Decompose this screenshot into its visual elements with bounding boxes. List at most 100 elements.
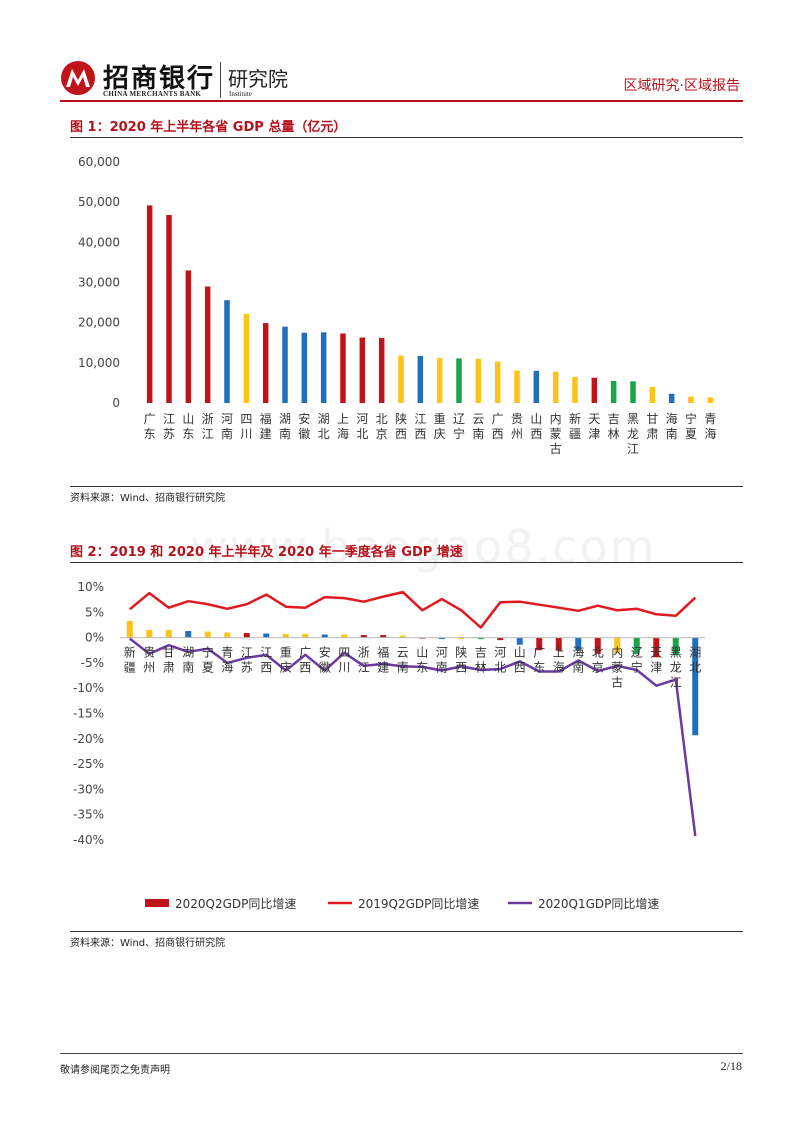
bar <box>633 637 640 655</box>
institute-name-en: Institute <box>229 90 252 98</box>
footer-disclaimer: 敬请参阅尾页之免责声明 <box>60 1065 170 1076</box>
y-tick-label: 50,000 <box>78 195 120 209</box>
institute-name-cn: 研究院 <box>228 67 288 91</box>
figure2-chart: 10% 5% 0% -5% -10% -15% -20% -25% -30% -35% -40% 新疆… <box>73 580 705 911</box>
x-tick-label: 湖北 <box>689 645 701 675</box>
bar <box>516 637 523 645</box>
bar <box>438 637 445 640</box>
y-tick-label: -15% <box>73 707 104 721</box>
legend-label: 2019Q2GDP同比增速 <box>358 897 479 911</box>
x-tick-label: 甘肃 <box>163 646 175 675</box>
bar <box>456 358 462 403</box>
x-tick-label: 吉林 <box>608 412 620 441</box>
figure2-top-rule <box>70 562 743 563</box>
x-tick-label: 广西 <box>492 412 504 441</box>
bar <box>166 215 172 403</box>
bar <box>436 358 443 403</box>
y-tick-label: 20,000 <box>78 316 120 330</box>
x-tick-label: 江苏 <box>241 646 253 675</box>
bar <box>419 637 426 639</box>
bar <box>649 386 656 403</box>
x-tick-label: 宁夏 <box>685 411 697 441</box>
bar <box>185 270 192 403</box>
x-tick-label: 湖南 <box>279 411 291 441</box>
bar <box>533 370 540 403</box>
bar <box>653 637 660 658</box>
bar <box>610 380 617 403</box>
x-tick-label: 重庆 <box>434 412 446 441</box>
watermark: www.baogao8.com <box>190 520 657 574</box>
bar <box>341 634 348 638</box>
x-tick-label: 广西 <box>299 646 311 675</box>
y-tick-label: -35% <box>73 808 104 822</box>
bar <box>262 323 269 403</box>
x-tick-label: 江西 <box>260 646 272 675</box>
bar <box>321 634 328 638</box>
x-tick-label: 山西 <box>514 646 526 675</box>
y-tick-label: 0 <box>112 396 120 410</box>
x-tick-label: 云南 <box>472 412 484 441</box>
bar <box>398 355 404 403</box>
bar <box>204 631 211 638</box>
y-tick-label: 40,000 <box>78 235 120 249</box>
x-tick-label: 辽宁 <box>453 412 465 441</box>
y-tick-label: -30% <box>73 782 104 796</box>
bar <box>146 630 153 638</box>
x-tick-label: 江苏 <box>163 412 175 441</box>
line-2020q1 <box>129 637 697 837</box>
bar <box>302 634 309 638</box>
y-tick-label: -25% <box>73 757 104 771</box>
figure2-title: 图 2：2019 和 2020 年上半年及 2020 年一季度各省 GDP 增速 <box>70 545 463 560</box>
bar <box>536 637 543 651</box>
bar <box>340 333 346 403</box>
x-tick-label: 吉林 <box>475 646 487 675</box>
x-tick-label: 浙江 <box>202 412 214 441</box>
bar <box>243 633 250 638</box>
figure1-source: 资料来源：Wind、招商银行研究院 <box>70 493 226 504</box>
bar <box>146 205 153 403</box>
x-tick-label: 内蒙古 <box>611 646 623 690</box>
bar <box>224 300 230 403</box>
figure2-bottom-rule <box>70 931 743 932</box>
bar <box>282 634 289 638</box>
x-tick-label: 山西 <box>530 412 542 441</box>
brand-divider <box>220 62 221 98</box>
bar <box>572 376 578 403</box>
x-tick-label: 山东 <box>416 646 428 675</box>
bar <box>477 637 484 640</box>
x-tick-label: 陕西 <box>455 645 467 675</box>
header-rule <box>60 100 743 102</box>
y-tick-label: -40% <box>73 833 104 847</box>
bar <box>555 637 562 651</box>
line-2019q2 <box>129 590 697 629</box>
bar <box>204 286 211 403</box>
bar <box>282 326 288 403</box>
bar <box>126 620 133 638</box>
x-tick-label: 四川 <box>338 646 350 675</box>
bar <box>630 381 636 403</box>
x-tick-label: 云南 <box>397 646 409 675</box>
figure1-chart: 60,00050,00040,00030,00020,00010,0000广东江… <box>78 155 716 456</box>
x-tick-label: 海南 <box>572 645 584 675</box>
x-tick-label: 河北 <box>356 412 368 441</box>
figure1-title: 图 1：2020 年上半年各省 GDP 总量（亿元） <box>70 120 347 135</box>
figure1-bottom-rule <box>70 486 743 487</box>
bar <box>552 371 559 403</box>
page-number: 2/18 <box>720 1059 742 1073</box>
x-tick-label: 青海 <box>221 646 233 675</box>
brand-name-en: CHINA MERCHANTS BANK <box>103 90 202 98</box>
cmb-logo-icon <box>61 61 95 95</box>
x-tick-label: 贵州 <box>143 646 155 675</box>
bar <box>707 397 714 403</box>
x-tick-label: 广东 <box>144 412 156 441</box>
bar <box>320 332 327 403</box>
x-tick-label: 新疆 <box>124 645 136 675</box>
legend-swatch <box>145 899 169 907</box>
bar <box>380 635 387 638</box>
bar <box>591 377 598 403</box>
bar <box>378 337 385 403</box>
bar <box>263 633 270 638</box>
footer-rule <box>60 1053 743 1054</box>
x-tick-label: 陕西 <box>395 411 407 441</box>
x-tick-label: 江西 <box>414 412 426 441</box>
